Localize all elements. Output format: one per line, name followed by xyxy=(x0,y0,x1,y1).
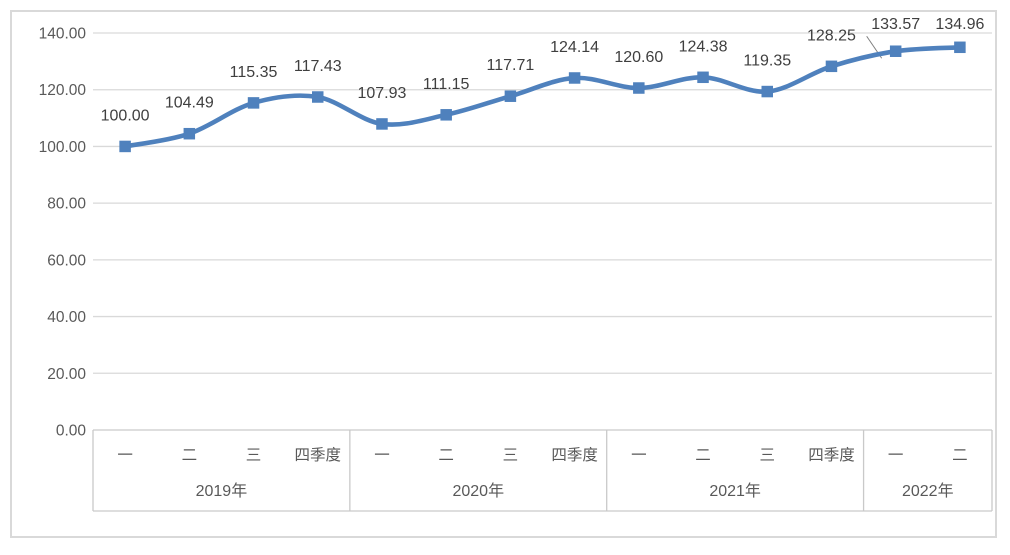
data-point-marker xyxy=(312,91,324,103)
data-point-marker xyxy=(119,140,131,153)
x-axis-quarter-label: 三 xyxy=(246,447,262,464)
data-point-label: 104.49 xyxy=(165,95,214,112)
chart-outer-border xyxy=(10,10,997,538)
data-point-label: 100.00 xyxy=(101,107,150,124)
x-axis-quarter-label: 二 xyxy=(695,447,711,464)
data-point-marker xyxy=(504,90,517,102)
x-axis-quarter-label: 四季度 xyxy=(551,446,598,464)
x-axis-year-label: 2022年 xyxy=(902,482,954,500)
x-axis-quarter-label: 一 xyxy=(631,447,647,464)
x-axis-quarter-label: 二 xyxy=(952,447,968,464)
data-point-marker xyxy=(825,60,838,73)
data-point-marker xyxy=(376,118,388,130)
y-axis-tick-label: 20.00 xyxy=(47,366,86,383)
x-axis-quarter-label: 四季度 xyxy=(808,446,855,464)
data-point-label: 134.96 xyxy=(935,16,984,33)
data-point-marker xyxy=(697,71,709,84)
data-point-label: 115.35 xyxy=(230,64,278,81)
data-point-marker xyxy=(954,41,966,54)
data-point-label: 120.60 xyxy=(614,49,663,66)
x-axis-quarter-label: 三 xyxy=(759,447,775,464)
series-line xyxy=(122,44,963,149)
x-axis-year-label: 2019年 xyxy=(196,482,248,500)
y-axis-tick-label: 60.00 xyxy=(47,252,86,269)
x-axis-quarter-label: 一 xyxy=(374,447,390,464)
data-point-label: 117.43 xyxy=(294,58,342,75)
x-axis-quarter-label: 二 xyxy=(438,447,454,464)
y-axis-tick-label: 40.00 xyxy=(47,309,86,326)
x-axis-quarter-label: 二 xyxy=(182,447,198,464)
x-axis-quarter-label: 一 xyxy=(117,447,133,464)
data-point-label: 119.35 xyxy=(743,53,791,70)
x-axis-quarter-label: 四季度 xyxy=(294,446,341,464)
y-axis-tick-label: 0.00 xyxy=(56,423,87,440)
data-point-label: 111.15 xyxy=(423,76,470,93)
x-axis-year-label: 2021年 xyxy=(709,482,761,500)
y-axis-tick-label: 140.00 xyxy=(39,26,87,43)
data-point-marker xyxy=(633,82,645,94)
data-point-marker xyxy=(889,45,902,57)
data-point-marker xyxy=(247,97,260,109)
data-point-label: 117.71 xyxy=(487,57,535,74)
data-point-label: 128.25 xyxy=(807,27,856,44)
data-point-marker xyxy=(440,109,452,121)
data-point-marker xyxy=(568,72,581,84)
y-axis-tick-label: 100.00 xyxy=(39,139,87,156)
data-point-label: 133.57 xyxy=(871,16,920,33)
x-axis-quarter-label: 一 xyxy=(888,447,904,464)
data-point-label: 107.93 xyxy=(357,85,406,102)
data-point-marker xyxy=(761,85,773,98)
x-axis-quarter-label: 三 xyxy=(503,447,519,464)
x-axis-year-label: 2020年 xyxy=(452,482,504,500)
data-point-label: 124.38 xyxy=(679,38,728,55)
data-point-label: 124.14 xyxy=(550,39,599,56)
data-point-marker xyxy=(183,127,196,140)
y-axis-tick-label: 120.00 xyxy=(39,82,87,99)
y-axis-tick-label: 80.00 xyxy=(47,196,86,213)
